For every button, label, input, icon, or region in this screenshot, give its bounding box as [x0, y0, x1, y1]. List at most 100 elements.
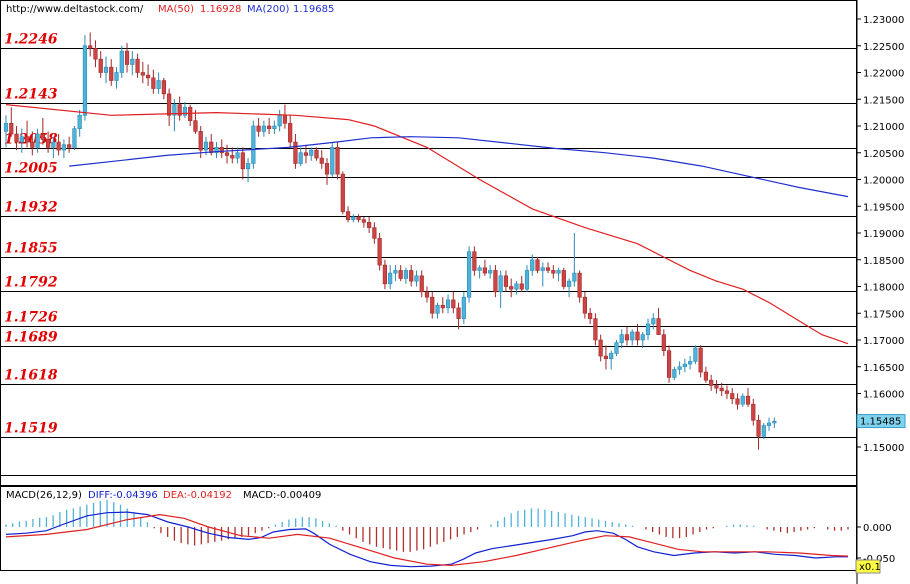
candle — [709, 374, 714, 391]
candle-body — [472, 251, 477, 271]
macd-panel-frame — [0, 486, 857, 571]
candle-body — [130, 58, 135, 65]
candle — [598, 334, 603, 362]
zoom-button-label[interactable]: x0.1 — [859, 562, 881, 573]
candle — [140, 61, 145, 84]
candle — [382, 259, 388, 290]
candle — [188, 104, 193, 126]
header-site: http://www.deltastock.com/ — [6, 4, 144, 15]
candle-body — [661, 334, 666, 351]
candle — [445, 294, 451, 314]
candle — [19, 128, 24, 153]
candle — [414, 270, 419, 287]
candle — [593, 313, 598, 346]
header-ma200-label: MA(200) — [247, 4, 289, 15]
candle-body — [393, 270, 398, 274]
candle-body — [688, 361, 693, 365]
candle — [130, 51, 135, 76]
macd-tick-label: 0.000 — [863, 523, 892, 534]
level-label: 1.2005 — [4, 161, 58, 177]
candle-body — [619, 334, 624, 343]
candle-body — [730, 393, 735, 400]
candle-body — [40, 133, 45, 140]
candle-body — [93, 48, 98, 60]
candle — [82, 35, 88, 121]
y-tick-label: 1.16500 — [863, 363, 904, 374]
y-tick-label: 1.17000 — [863, 336, 904, 347]
level-label: 1.1792 — [4, 275, 58, 291]
candle-body — [288, 123, 293, 143]
candle-body — [193, 120, 198, 132]
candle — [582, 291, 587, 319]
candle — [40, 117, 45, 145]
price-axis: 1.23000 1.22500 1.22000 1.21500 1.21000 1.205… — [857, 15, 904, 454]
candle-body — [251, 125, 256, 164]
candle-body — [651, 318, 656, 325]
candle — [398, 265, 403, 282]
candle-body — [372, 227, 377, 239]
candle — [56, 134, 61, 156]
candle — [177, 96, 182, 121]
candle-body — [398, 270, 403, 279]
candle-body — [614, 342, 619, 354]
candle — [661, 329, 666, 357]
candle-body — [530, 259, 535, 271]
candle-body — [509, 286, 514, 290]
candle — [419, 270, 424, 298]
candle-body — [135, 58, 140, 73]
candle — [219, 139, 224, 159]
zoom-button[interactable] — [855, 559, 881, 574]
candle-body — [224, 152, 230, 156]
y-tick-label: 1.20000 — [863, 176, 904, 187]
candle — [535, 257, 540, 274]
candle — [403, 267, 409, 284]
candle — [619, 329, 624, 349]
candle — [609, 350, 614, 370]
candle — [261, 120, 266, 137]
candle — [67, 136, 72, 153]
candle-body — [498, 275, 503, 293]
macd-axis: 0.000-0.050 — [857, 523, 895, 565]
candle — [330, 142, 335, 177]
macd-diff: DIFF:-0.04396 — [88, 490, 158, 501]
candle-body — [693, 347, 698, 362]
candle — [145, 64, 151, 86]
candle-body — [109, 66, 114, 81]
candle — [466, 246, 472, 303]
level-label: 1.1519 — [4, 421, 58, 437]
candle — [324, 158, 330, 185]
candle-body — [503, 275, 509, 287]
candle — [103, 56, 109, 84]
candle-body — [630, 331, 635, 341]
candle — [666, 345, 672, 383]
candle — [682, 358, 687, 373]
candle-body — [245, 163, 251, 170]
candle-body — [219, 147, 224, 154]
candle — [9, 107, 14, 137]
candle — [751, 398, 756, 426]
y-tick-label: 1.17500 — [863, 309, 904, 320]
candle — [551, 265, 556, 279]
candle-body — [666, 350, 672, 378]
candle — [335, 142, 340, 180]
candle — [703, 366, 709, 383]
level-label: 1.2246 — [4, 32, 58, 48]
candle-body — [535, 259, 540, 271]
candle-body — [566, 280, 572, 287]
candle — [503, 270, 509, 292]
candle — [245, 158, 251, 183]
candle-body — [577, 272, 582, 298]
candle-body — [256, 125, 261, 132]
candle — [498, 270, 503, 308]
y-tick-label: 1.23000 — [863, 15, 904, 26]
candle — [561, 267, 566, 290]
candle-body — [56, 141, 61, 151]
candle — [267, 117, 272, 135]
candle-body — [603, 355, 609, 360]
candle — [377, 233, 382, 271]
candle — [651, 313, 656, 330]
candle — [293, 134, 298, 169]
candle-body — [593, 318, 598, 341]
candle — [472, 246, 477, 276]
y-tick-label: 1.19000 — [863, 229, 904, 240]
